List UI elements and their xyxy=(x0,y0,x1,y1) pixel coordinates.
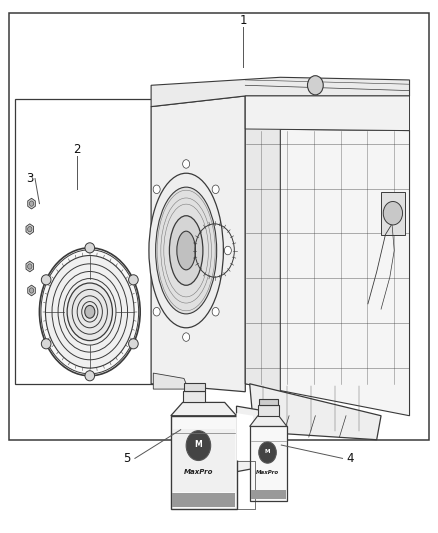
Ellipse shape xyxy=(177,231,195,270)
Circle shape xyxy=(183,160,190,168)
Polygon shape xyxy=(245,129,410,416)
Ellipse shape xyxy=(155,187,217,314)
Bar xyxy=(172,494,235,507)
Circle shape xyxy=(212,185,219,193)
Ellipse shape xyxy=(46,255,134,368)
Circle shape xyxy=(383,201,403,225)
Polygon shape xyxy=(153,373,188,389)
Polygon shape xyxy=(151,77,410,107)
Polygon shape xyxy=(245,96,280,392)
Text: MaxPro: MaxPro xyxy=(256,470,279,475)
Bar xyxy=(15,99,166,384)
Polygon shape xyxy=(250,416,287,426)
Bar xyxy=(173,429,235,492)
Ellipse shape xyxy=(41,339,51,349)
Circle shape xyxy=(28,264,32,269)
Circle shape xyxy=(307,76,323,95)
Text: 5: 5 xyxy=(124,452,131,465)
Ellipse shape xyxy=(85,243,95,253)
Text: 3: 3 xyxy=(26,172,33,185)
Ellipse shape xyxy=(149,173,223,328)
Polygon shape xyxy=(250,426,287,501)
Circle shape xyxy=(212,308,219,316)
Ellipse shape xyxy=(39,248,140,376)
Text: M: M xyxy=(194,440,202,449)
Polygon shape xyxy=(26,224,34,235)
Circle shape xyxy=(28,227,32,232)
Bar xyxy=(251,490,286,499)
Text: MaxPro: MaxPro xyxy=(184,469,213,475)
Bar xyxy=(381,192,405,235)
Circle shape xyxy=(224,246,231,255)
Circle shape xyxy=(259,442,276,463)
Polygon shape xyxy=(250,384,381,440)
Polygon shape xyxy=(237,406,261,472)
Polygon shape xyxy=(245,96,410,131)
Bar xyxy=(9,13,429,440)
Polygon shape xyxy=(28,198,35,209)
Ellipse shape xyxy=(85,305,95,318)
Bar xyxy=(184,383,205,391)
Polygon shape xyxy=(28,285,35,296)
Polygon shape xyxy=(151,96,245,392)
Bar xyxy=(258,405,279,416)
Text: 2: 2 xyxy=(73,143,81,156)
Circle shape xyxy=(153,308,160,316)
Text: 1: 1 xyxy=(239,14,247,27)
Circle shape xyxy=(153,185,160,193)
Polygon shape xyxy=(171,416,237,509)
Text: M: M xyxy=(265,449,270,455)
Polygon shape xyxy=(171,402,237,416)
Circle shape xyxy=(183,333,190,341)
Circle shape xyxy=(29,201,34,206)
Polygon shape xyxy=(237,413,253,461)
Ellipse shape xyxy=(170,216,203,285)
Ellipse shape xyxy=(85,371,95,381)
Ellipse shape xyxy=(41,275,51,285)
Ellipse shape xyxy=(129,275,138,285)
Bar xyxy=(183,391,205,402)
Ellipse shape xyxy=(67,283,113,341)
Ellipse shape xyxy=(129,339,138,349)
Circle shape xyxy=(186,431,211,461)
Bar xyxy=(259,399,278,405)
Text: 4: 4 xyxy=(346,452,354,465)
Circle shape xyxy=(29,288,34,293)
Polygon shape xyxy=(26,261,34,272)
